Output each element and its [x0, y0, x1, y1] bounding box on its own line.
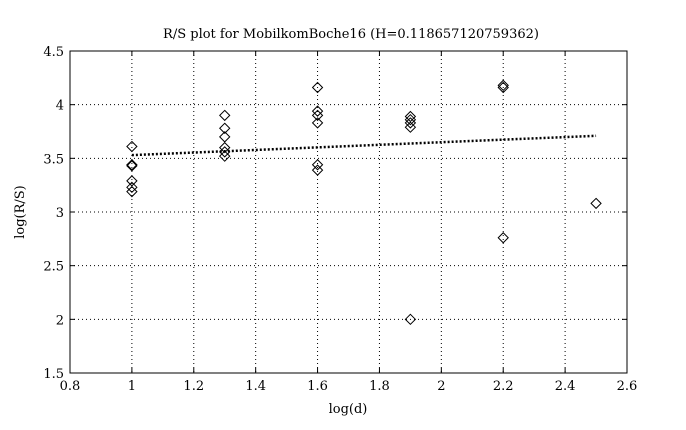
fit-line: [131, 134, 597, 157]
data-point-diamond: [311, 164, 324, 176]
y-tick-label: 4.5: [43, 45, 64, 60]
x-tick-label: 2.4: [555, 379, 576, 394]
y-tick-label: 2.5: [43, 260, 64, 275]
data-point-diamond: [497, 79, 509, 92]
x-tick-label: 2: [437, 379, 445, 394]
data-point-diamond: [219, 150, 231, 162]
chart-title: R/S plot for MobilkomBoche16 (H=0.118657…: [163, 27, 539, 42]
x-tick-label: 1.4: [245, 379, 266, 394]
data-point-diamond: [219, 146, 231, 158]
y-tick-label: 2: [56, 313, 64, 328]
data-point-diamond: [404, 313, 417, 326]
data-point-diamond: [311, 159, 324, 171]
data-point-diamond: [311, 109, 324, 122]
y-tick-label: 4: [56, 99, 64, 114]
data-point-diamond: [311, 105, 324, 117]
data-point-diamond: [497, 81, 509, 94]
data-point-diamond: [126, 181, 138, 194]
data-point-diamond: [404, 110, 417, 123]
plot-area-frame: [69, 50, 628, 374]
grid-layer: [70, 51, 627, 373]
data-point-diamond: [404, 113, 417, 126]
y-tick-label: 1.5: [43, 367, 64, 382]
data-point-diamond: [126, 175, 138, 187]
points-layer: [126, 79, 602, 326]
x-tick-label: 1: [128, 379, 136, 394]
data-point-diamond: [219, 109, 231, 122]
data-point-diamond: [590, 197, 602, 210]
data-point-diamond: [219, 122, 231, 134]
data-point-diamond: [219, 141, 231, 154]
data-point-diamond: [219, 131, 231, 143]
data-point-diamond: [126, 185, 138, 198]
data-point-diamond: [404, 121, 417, 133]
data-point-diamond: [404, 117, 417, 129]
data-point-diamond: [126, 140, 138, 153]
y-tick-label: 3: [56, 206, 64, 221]
x-tick-label: 1.2: [183, 379, 204, 394]
ticks-layer: 0.8 1 1.2 1.4 1.6 1.8 2 2.2 2.4 2.6 1.5 2 2.5 3 3.5 4 4.…: [43, 45, 637, 394]
x-tick-label: 0.8: [60, 379, 81, 394]
fit-layer: [131, 134, 597, 157]
data-point-diamond: [126, 160, 138, 172]
y-axis-label: log(R/S): [13, 185, 28, 239]
x-tick-label: 1.6: [307, 379, 328, 394]
x-tick-label: 2.6: [617, 379, 638, 394]
x-axis-label: log(d): [329, 402, 368, 417]
x-tick-label: 1.8: [369, 379, 390, 394]
data-point-diamond: [311, 81, 324, 94]
y-tick-label: 3.5: [43, 152, 64, 167]
x-tick-label: 2.2: [493, 379, 514, 394]
data-point-diamond: [311, 117, 324, 129]
data-point-diamond: [126, 159, 138, 171]
data-point-diamond: [497, 232, 509, 244]
